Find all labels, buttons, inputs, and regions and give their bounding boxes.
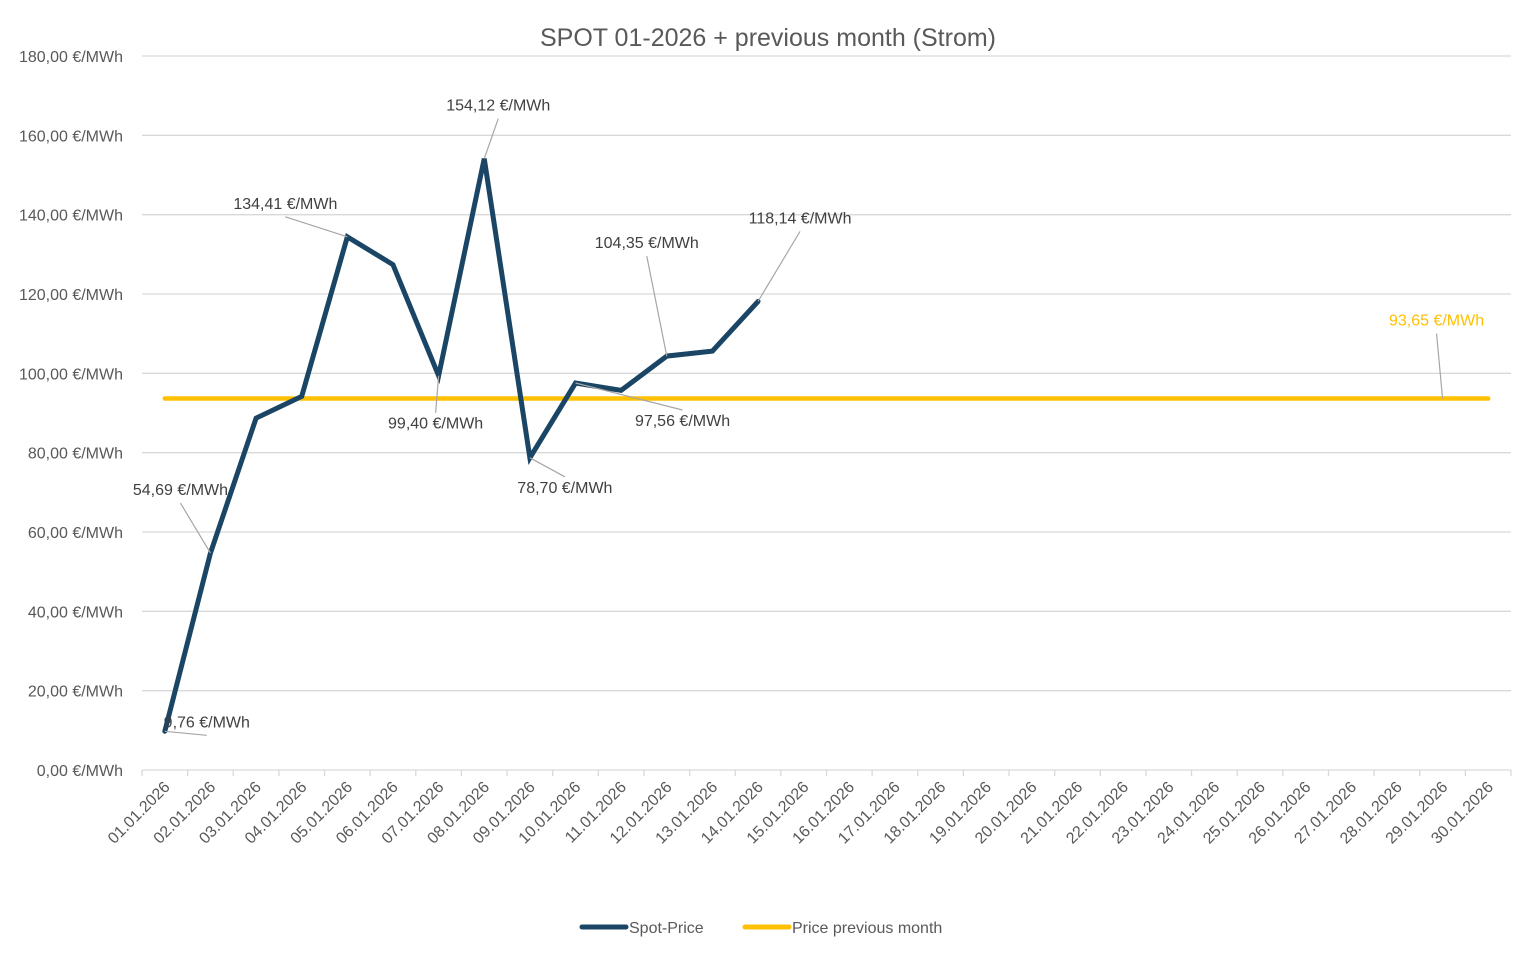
data-label: 134,41 €/MWh <box>233 196 337 213</box>
legend-label-spot-price: Spot-Price <box>629 920 704 937</box>
y-axis-ticks: 0,00 €/MWh 20,00 €/MWh 40,00 €/MWh 60,00 €/… <box>19 49 123 780</box>
data-label: 78,70 €/MWh <box>517 480 612 497</box>
data-label-leader-line <box>179 502 211 554</box>
legend-label-price-previous-month: Price previous month <box>792 920 942 937</box>
data-label: 97,56 €/MWh <box>635 413 730 430</box>
data-label-leader-line <box>575 382 683 411</box>
chart-title: SPOT 01-2026 + previous month (Strom) <box>540 24 996 52</box>
data-label: 9,76 €/MWh <box>164 714 250 731</box>
data-label: 104,35 €/MWh <box>595 235 699 252</box>
y-tick-label: 140,00 €/MWh <box>19 208 123 225</box>
data-label-leader-line <box>757 231 801 302</box>
spot-price-line <box>162 158 761 734</box>
y-tick-label: 0,00 €/MWh <box>37 763 123 780</box>
y-tick-label: 20,00 €/MWh <box>28 684 123 701</box>
series-lines <box>162 158 1491 734</box>
data-label-leader-line <box>646 255 668 357</box>
data-label-leader-line <box>483 118 499 159</box>
data-label: 118,14 €/MWh <box>749 210 852 227</box>
y-tick-label: 160,00 €/MWh <box>19 128 123 145</box>
y-tick-label: 40,00 €/MWh <box>28 604 123 621</box>
data-label-leader-line <box>164 730 207 736</box>
legend: Spot-Price Price previous month <box>579 920 942 937</box>
data-label-leader-line <box>1435 333 1444 399</box>
data-label: 99,40 €/MWh <box>388 416 483 433</box>
data-label: 54,69 €/MWh <box>133 482 228 499</box>
data-label-leader-line <box>529 457 566 478</box>
data-label-leader-line <box>285 216 348 238</box>
data-label: 93,65 €/MWh <box>1389 313 1484 330</box>
y-tick-label: 60,00 €/MWh <box>28 525 123 542</box>
y-tick-label: 100,00 €/MWh <box>19 366 123 383</box>
gridlines <box>142 55 1511 692</box>
data-label-leader-line <box>435 375 440 413</box>
y-tick-label: 120,00 €/MWh <box>19 287 123 304</box>
x-axis: 01.01.202602.01.202603.01.202604.01.2026… <box>105 769 1512 847</box>
data-label: 154,12 €/MWh <box>446 98 550 115</box>
data-labels: 9,76 €/MWh 54,69 €/MWh 134,41 €/MWh 99,40 €… <box>133 98 1484 736</box>
y-tick-label: 180,00 €/MWh <box>19 49 123 66</box>
y-tick-label: 80,00 €/MWh <box>28 446 123 463</box>
